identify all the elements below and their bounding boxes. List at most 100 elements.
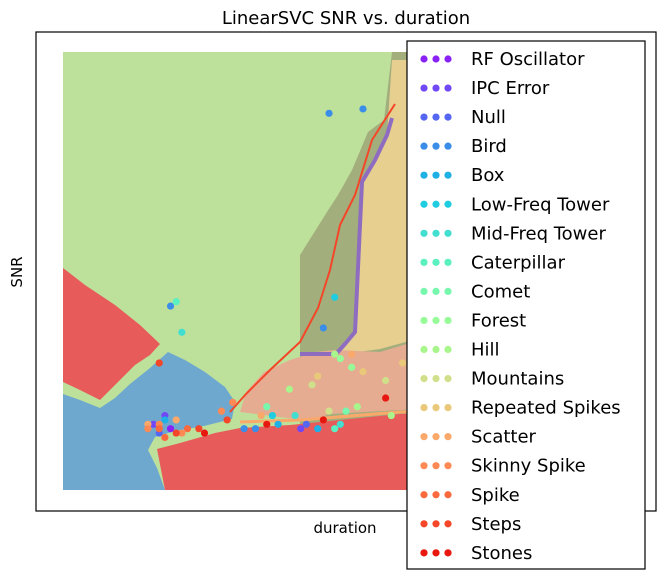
legend-marker-mid-freq-tower-2 xyxy=(444,229,452,237)
point-caterpillar-0 xyxy=(172,298,180,306)
legend-item-steps: Steps xyxy=(420,514,521,535)
legend-marker-box-1 xyxy=(432,171,440,179)
point-repeated-spikes-4 xyxy=(314,372,322,380)
legend-marker-box-0 xyxy=(420,171,428,179)
legend-marker-ipc-error-1 xyxy=(432,84,440,92)
point-forest-0 xyxy=(336,355,344,363)
legend-marker-rf-oscillator-0 xyxy=(420,55,428,63)
point-steps-3 xyxy=(155,359,163,367)
legend-item-box: Box xyxy=(420,165,505,186)
legend-marker-ipc-error-0 xyxy=(420,84,428,92)
legend-item-skinny-spike: Skinny Spike xyxy=(420,456,586,477)
legend-marker-stones-1 xyxy=(432,549,440,557)
legend-marker-skinny-spike-2 xyxy=(444,462,452,470)
point-null-1 xyxy=(302,420,310,428)
point-ipc-error-0 xyxy=(149,420,158,428)
legend-marker-mountains-1 xyxy=(432,374,440,383)
legend-item-repeated-spikes: Repeated Spikes xyxy=(420,398,621,419)
legend-label-box: Box xyxy=(471,165,505,186)
legend-marker-low-freq-tower-0 xyxy=(420,200,428,208)
legend-marker-comet-0 xyxy=(420,287,428,295)
legend-label-bird: Bird xyxy=(471,136,507,157)
legend-marker-forest-1 xyxy=(432,316,440,325)
point-mid-freq-tower-2 xyxy=(336,420,344,428)
point-mountains-0 xyxy=(325,407,333,415)
point-bird-1 xyxy=(359,105,367,113)
point-spike-1 xyxy=(161,433,169,442)
legend-marker-repeated-spikes-0 xyxy=(420,404,428,412)
legend-label-skinny-spike: Skinny Spike xyxy=(471,456,586,477)
point-hill-2 xyxy=(387,411,395,420)
x-axis-label: duration xyxy=(313,519,376,537)
legend-marker-forest-2 xyxy=(444,316,452,325)
legend-marker-scatter-2 xyxy=(444,433,452,441)
point-stones-0 xyxy=(200,429,209,437)
legend-marker-null-2 xyxy=(444,113,452,121)
point-rf-oscillator-0 xyxy=(166,425,175,433)
point-mid-freq-tower-1 xyxy=(291,411,299,420)
legend-marker-low-freq-tower-2 xyxy=(444,200,452,208)
point-repeated-spikes-1 xyxy=(399,359,407,367)
point-box-1 xyxy=(274,420,282,428)
legend-marker-repeated-spikes-1 xyxy=(432,404,440,412)
legend-label-forest: Forest xyxy=(471,310,526,331)
legend-marker-spike-2 xyxy=(444,491,452,499)
legend-marker-low-freq-tower-1 xyxy=(432,200,440,208)
point-box-0 xyxy=(161,416,169,424)
legend-marker-spike-1 xyxy=(432,491,440,499)
point-skinny-spike-2 xyxy=(217,407,226,415)
legend-marker-bird-0 xyxy=(420,142,428,150)
legend-marker-steps-1 xyxy=(432,520,440,528)
legend-marker-bird-2 xyxy=(444,142,452,150)
legend-marker-scatter-1 xyxy=(432,433,440,441)
point-bird-5 xyxy=(251,425,260,433)
point-hill-1 xyxy=(353,403,361,411)
legend-marker-scatter-0 xyxy=(420,433,428,441)
legend-box xyxy=(406,40,646,570)
point-bird-4 xyxy=(240,425,248,433)
legend-item-spike: Spike xyxy=(420,485,520,506)
legend-marker-forest-0 xyxy=(420,316,428,325)
point-bird-3 xyxy=(319,324,327,332)
point-repeated-spikes-0 xyxy=(359,368,367,376)
legend-label-mid-freq-tower: Mid-Freq Tower xyxy=(471,223,606,244)
point-bird-0 xyxy=(325,109,333,117)
point-stones-1 xyxy=(319,416,327,424)
legend-label-stones: Stones xyxy=(471,543,532,564)
legend-marker-ipc-error-2 xyxy=(444,84,452,92)
legend-marker-spike-0 xyxy=(420,491,428,499)
region-stones-left xyxy=(63,268,160,400)
legend-marker-skinny-spike-1 xyxy=(432,462,440,470)
y-axis-label: SNR xyxy=(8,256,26,287)
legend-marker-caterpillar-0 xyxy=(420,258,428,266)
legend-label-repeated-spikes: Repeated Spikes xyxy=(471,398,621,419)
point-mid-freq-tower-0 xyxy=(178,328,186,336)
point-steps-0 xyxy=(172,429,180,437)
point-forest-1 xyxy=(348,363,356,371)
boundary-line-red xyxy=(229,103,396,413)
point-hill-0 xyxy=(331,350,339,358)
legend-marker-box-2 xyxy=(444,171,452,179)
legend-marker-hill-1 xyxy=(432,345,440,354)
legend-item-low-freq-tower: Low-Freq Tower xyxy=(420,194,610,215)
point-hill-3 xyxy=(285,385,293,393)
legend-item-hill: Hill xyxy=(420,340,500,361)
point-scatter-3 xyxy=(257,411,265,420)
point-spike-2 xyxy=(183,425,192,433)
legend-marker-stones-2 xyxy=(444,549,452,557)
point-stones-2 xyxy=(382,394,390,402)
legend-label-mountains: Mountains xyxy=(471,369,564,390)
point-mountains-2 xyxy=(382,376,390,385)
legend-label-null: Null xyxy=(471,107,506,128)
legend-label-rf-oscillator: RF Oscillator xyxy=(471,49,585,70)
legend-marker-comet-1 xyxy=(432,287,440,295)
legend-label-steps: Steps xyxy=(471,514,521,535)
legend-item-forest: Forest xyxy=(420,310,526,331)
point-low-freq-tower-0 xyxy=(331,293,339,301)
legend-item-stones: Stones xyxy=(420,543,532,564)
point-comet-0 xyxy=(263,403,271,411)
legend-item-caterpillar: Caterpillar xyxy=(420,252,566,273)
legend-marker-null-0 xyxy=(420,113,428,121)
point-box-2 xyxy=(314,425,322,433)
